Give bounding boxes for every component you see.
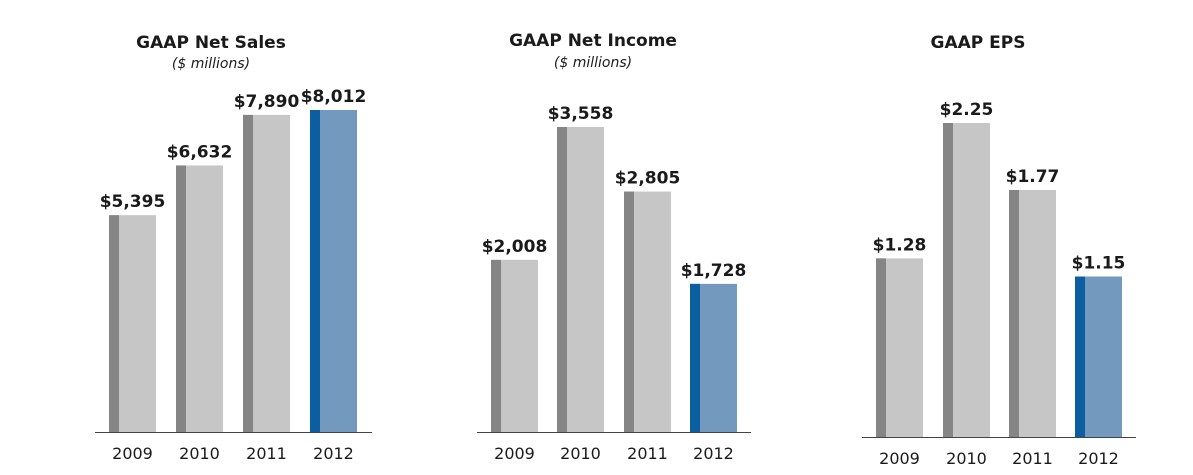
value-label: $2,008	[482, 237, 548, 257]
value-label: $1.15	[1072, 254, 1126, 274]
chart-subtitle: ($ millions)	[172, 56, 250, 72]
value-label: $2.25	[940, 100, 994, 120]
bar-edge-2009	[876, 258, 886, 437]
value-label: $2,805	[615, 169, 681, 189]
x-tick-label: 2009	[879, 449, 920, 468]
x-tick-label: 2010	[560, 444, 601, 463]
value-label: $5,395	[100, 192, 166, 212]
chart-title: GAAP EPS	[931, 33, 1026, 53]
bar-edge-2011	[1009, 189, 1019, 437]
bar-edge-2012	[1075, 276, 1085, 437]
bar-edge-2012	[310, 110, 320, 432]
x-tick-label: 2011	[246, 444, 287, 463]
value-label: $7,890	[234, 92, 300, 112]
chart-title: GAAP Net Income	[509, 31, 677, 51]
x-tick-label: 2011	[1012, 449, 1053, 468]
value-label: $1,728	[681, 261, 747, 281]
bar-edge-2010	[943, 123, 953, 437]
x-tick-label: 2012	[693, 444, 734, 463]
x-tick-label: 2009	[494, 444, 535, 463]
bar-edge-2011	[624, 191, 634, 432]
bar-edge-2010	[557, 127, 567, 432]
chart-title: GAAP Net Sales	[136, 33, 286, 53]
value-label: $3,558	[548, 104, 614, 124]
value-label: $1.28	[873, 235, 927, 255]
chart-panel-2: GAAP EPS $1.28 2009 $2.25 2010 $1.77 2011 $1.15…	[862, 33, 1136, 468]
x-tick-label: 2009	[112, 444, 153, 463]
bar-edge-2012	[690, 283, 700, 432]
x-tick-label: 2010	[946, 449, 987, 468]
x-tick-label: 2011	[627, 444, 668, 463]
chart-subtitle: ($ millions)	[554, 55, 632, 71]
value-label: $6,632	[167, 142, 233, 162]
chart-panel-0: GAAP Net Sales ($ millions) $5,395 2009 $6,6…	[95, 33, 372, 463]
value-label: $1.77	[1006, 167, 1060, 187]
x-tick-label: 2012	[313, 444, 354, 463]
value-label: $8,012	[301, 87, 367, 107]
bar-edge-2009	[109, 215, 119, 432]
x-tick-label: 2010	[179, 444, 220, 463]
bar-edge-2010	[176, 165, 186, 433]
x-tick-label: 2012	[1078, 449, 1119, 468]
bar-edge-2009	[491, 259, 501, 432]
chart-panel-1: GAAP Net Income ($ millions) $2,008 2009 $3,…	[477, 31, 751, 463]
bar-edge-2011	[243, 114, 253, 433]
